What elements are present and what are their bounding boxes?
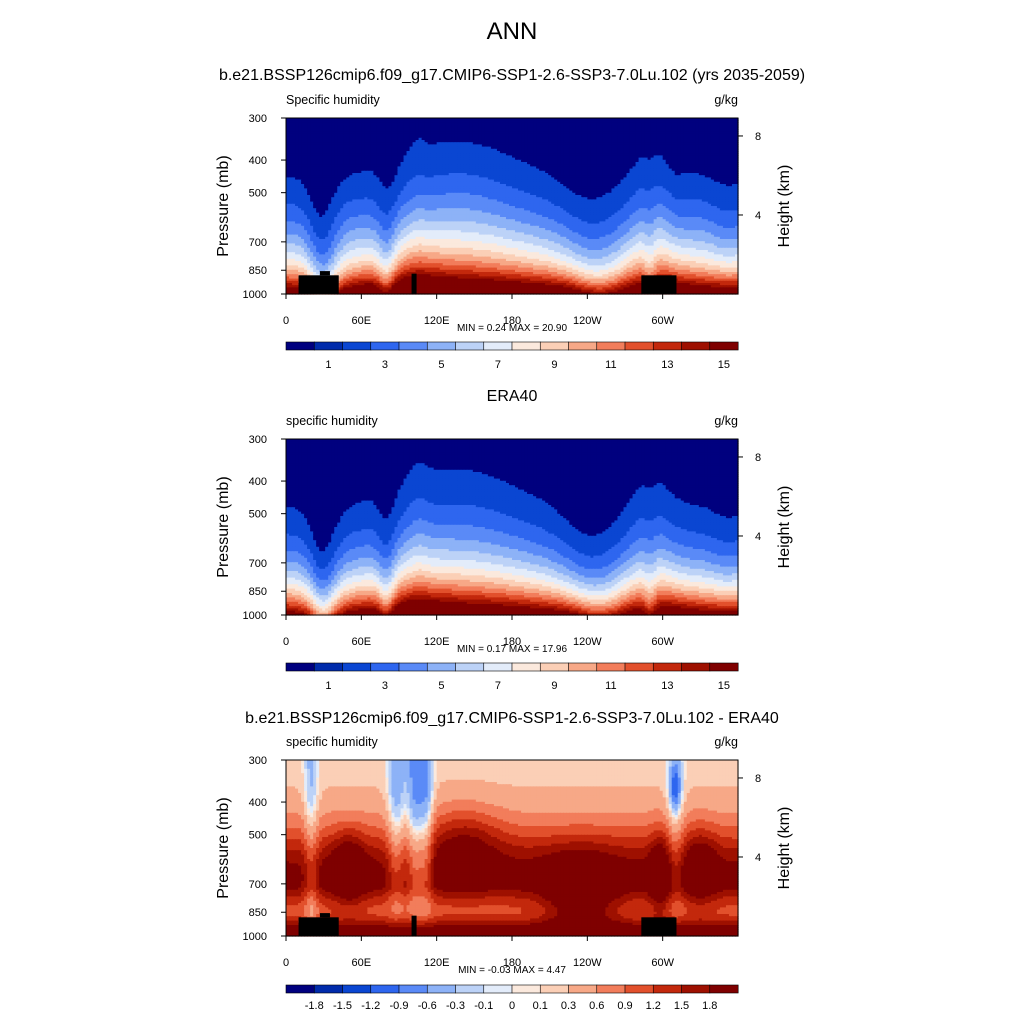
contour-field xyxy=(286,118,739,295)
panel-title: b.e21.BSSP126cmip6.f09_g17.CMIP6-SSP1-2.… xyxy=(219,67,805,84)
units-label: g/kg xyxy=(714,93,738,107)
panel-1: b.e21.BSSP126cmip6.f09_g17.CMIP6-SSP1-2.… xyxy=(215,67,805,371)
figure-canvas: b.e21.BSSP126cmip6.f09_g17.CMIP6-SSP1-2.… xyxy=(0,0,1024,1024)
variable-label: Specific humidity xyxy=(286,93,381,107)
